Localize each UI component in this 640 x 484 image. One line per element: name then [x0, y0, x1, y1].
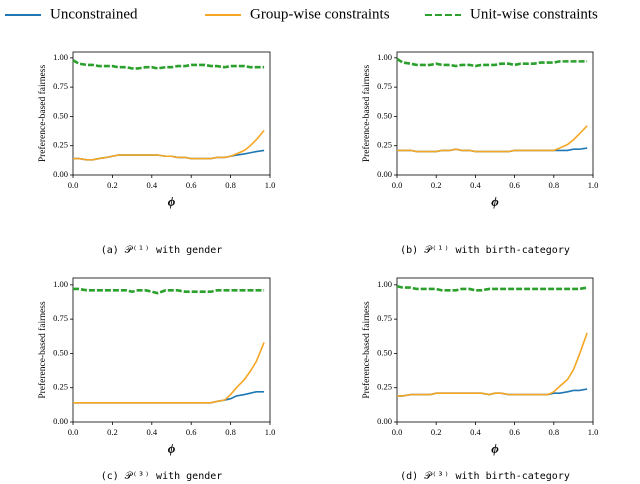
x-axis-label: ϕ — [491, 441, 499, 456]
y-tick-label: 0.00 — [53, 169, 68, 179]
series-line: Unit-wise constraints — [73, 287, 265, 295]
x-tick-label: 0.4 — [470, 427, 481, 437]
x-tick-label: 0.2 — [107, 427, 118, 437]
y-axis-label: Preference-based fairness — [37, 301, 48, 399]
y-tick-label: 0.50 — [53, 347, 68, 357]
y-tick-label: 0.75 — [377, 81, 392, 91]
series-line: Group-wise constraints — [73, 342, 265, 404]
x-tick-label: 0.2 — [431, 180, 442, 190]
x-tick-label: 0.0 — [392, 427, 403, 437]
x-axis-label: ϕ — [168, 194, 176, 209]
x-tick-label: 1.0 — [588, 180, 599, 190]
legend-item: Group-wise constraints — [205, 6, 390, 22]
y-tick-label: 1.00 — [377, 279, 392, 289]
caption: (b) 𝒫⁽¹⁾ with birth-category — [400, 245, 570, 256]
axes-frame — [72, 51, 271, 176]
x-tick-label: 0.2 — [107, 180, 118, 190]
legend-item: Unit-wise constraints — [425, 6, 598, 22]
x-tick-label: 0.8 — [225, 427, 236, 437]
x-tick-label: 0.8 — [548, 427, 559, 437]
axes-frame — [396, 51, 594, 176]
y-tick-label: 0.25 — [53, 140, 68, 150]
y-tick-label: 0.75 — [53, 313, 68, 323]
x-tick-label: 0.6 — [186, 180, 197, 190]
x-tick-label: 0.6 — [509, 180, 520, 190]
y-tick-label: 0.75 — [53, 81, 68, 91]
series-line: Group-wise constraints — [397, 332, 588, 397]
y-tick-label: 1.00 — [53, 279, 68, 289]
y-tick-label: 0.50 — [377, 110, 392, 120]
x-tick-label: 0.2 — [431, 427, 442, 437]
y-tick-label: 0.00 — [377, 416, 392, 426]
series-line: Group-wise constraints — [73, 129, 265, 161]
y-axis-label: Preference-based fairness — [361, 301, 372, 399]
series-line: Group-wise constraints — [397, 125, 588, 153]
axes-frame — [72, 277, 271, 423]
y-tick-label: 0.00 — [377, 169, 392, 179]
x-tick-label: 0.6 — [186, 427, 197, 437]
y-tick-label: 0.25 — [53, 382, 68, 392]
y-axis-label: Preference-based fairness — [361, 65, 372, 163]
x-tick-label: 0.0 — [68, 427, 79, 437]
legend-label: Unit-wise constraints — [470, 6, 598, 22]
caption: (c) 𝒫⁽³⁾ with gender — [101, 471, 223, 482]
x-tick-label: 0.4 — [470, 180, 481, 190]
x-tick-label: 1.0 — [265, 427, 276, 437]
y-tick-label: 0.25 — [377, 140, 392, 150]
y-axis-label: Preference-based fairness — [37, 65, 48, 163]
x-tick-label: 1.0 — [588, 427, 599, 437]
caption: (d) 𝒫⁽³⁾ with birth-category — [400, 471, 570, 482]
y-tick-label: 0.00 — [53, 416, 68, 426]
x-tick-label: 0.8 — [225, 180, 236, 190]
x-tick-label: 0.0 — [392, 180, 403, 190]
y-tick-label: 1.00 — [53, 52, 68, 62]
caption: (a) 𝒫⁽¹⁾ with gender — [101, 245, 223, 256]
series-line: Unconstrained — [73, 391, 265, 404]
y-tick-label: 0.75 — [377, 313, 392, 323]
y-tick-label: 0.50 — [53, 110, 68, 120]
x-tick-label: 0.4 — [146, 427, 157, 437]
legend-label: Group-wise constraints — [250, 6, 390, 22]
series-line: Unit-wise constraints — [396, 284, 588, 292]
x-tick-label: 0.8 — [548, 180, 559, 190]
x-tick-label: 0.6 — [509, 427, 520, 437]
legend-item: Unconstrained — [5, 6, 138, 22]
x-tick-label: 0.4 — [146, 180, 157, 190]
x-axis-label: ϕ — [168, 441, 176, 456]
series-line: Unit-wise constraints — [72, 59, 265, 70]
legend-label: Unconstrained — [50, 6, 138, 22]
x-axis-label: ϕ — [491, 194, 499, 209]
y-tick-label: 0.50 — [377, 347, 392, 357]
series-line: Unit-wise constraints — [396, 57, 588, 68]
axes-frame — [396, 277, 594, 423]
x-tick-label: 0.0 — [68, 180, 79, 190]
x-tick-label: 1.0 — [265, 180, 276, 190]
y-tick-label: 1.00 — [377, 52, 392, 62]
y-tick-label: 0.25 — [377, 382, 392, 392]
